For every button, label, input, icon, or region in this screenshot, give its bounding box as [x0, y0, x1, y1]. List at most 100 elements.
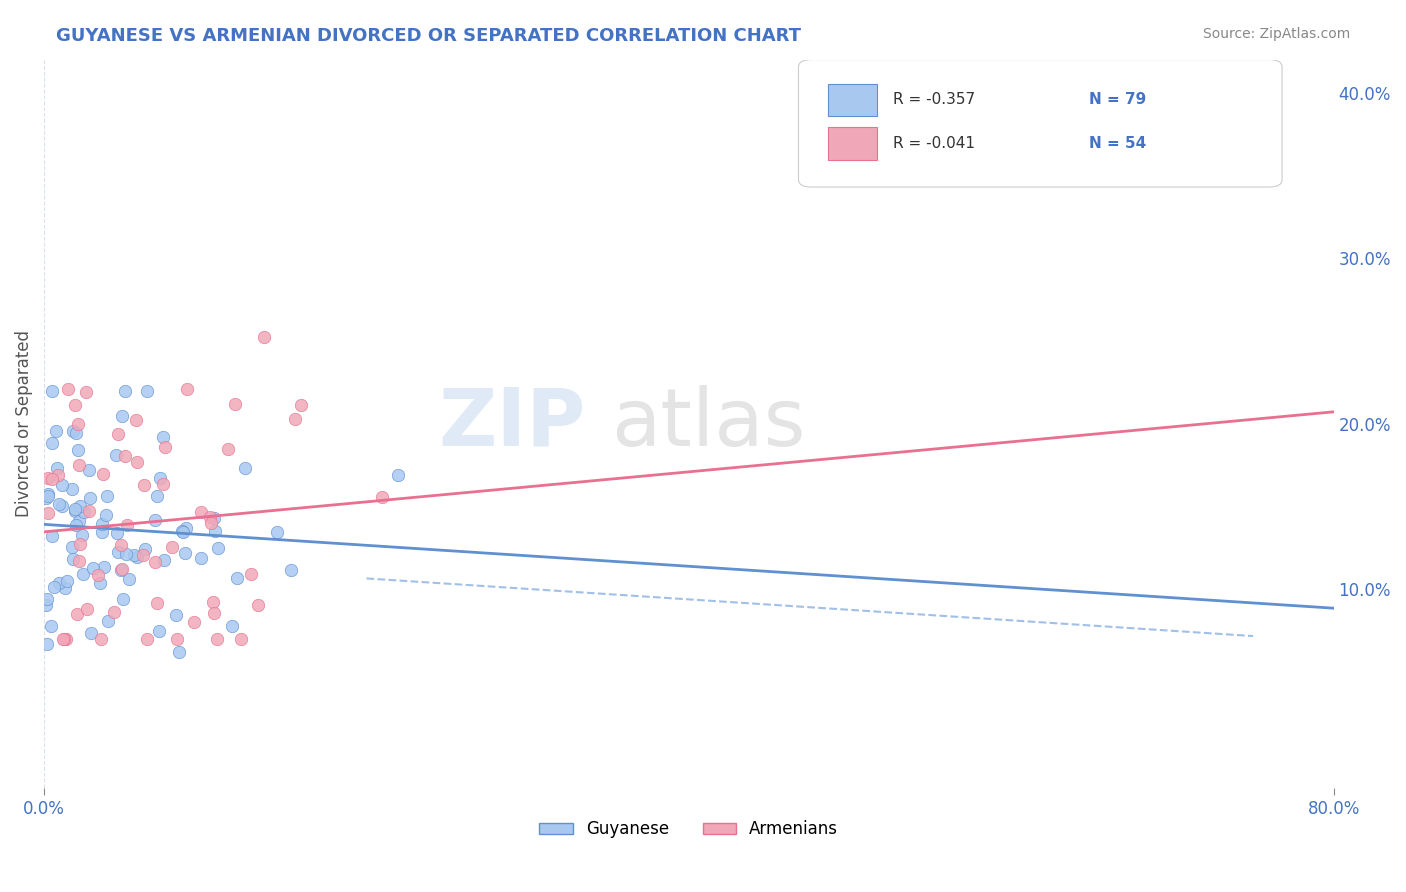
Point	[112, 591, 135, 606]
Legend: Guyanese, Armenians: Guyanese, Armenians	[533, 814, 845, 845]
Text: N = 79: N = 79	[1088, 92, 1146, 107]
Text: ZIP: ZIP	[439, 384, 586, 463]
Point	[221, 618, 243, 632]
Point	[37, 471, 59, 485]
Point	[66, 607, 89, 622]
Point	[217, 442, 239, 456]
Point	[51, 499, 73, 513]
Text: R = -0.357: R = -0.357	[893, 92, 974, 107]
Point	[53, 632, 76, 646]
Point	[76, 602, 98, 616]
Point	[166, 632, 188, 646]
Point	[235, 460, 257, 475]
Point	[94, 508, 117, 523]
Point	[55, 632, 77, 646]
Point	[66, 417, 89, 431]
Point	[115, 517, 138, 532]
Point	[60, 540, 83, 554]
Point	[77, 504, 100, 518]
Point	[48, 497, 70, 511]
Point	[284, 411, 307, 425]
Point	[41, 529, 63, 543]
Point	[90, 632, 112, 646]
Point	[190, 505, 212, 519]
Point	[143, 555, 166, 569]
Point	[165, 608, 187, 623]
Point	[152, 429, 174, 443]
Y-axis label: Divorced or Separated: Divorced or Separated	[15, 330, 32, 517]
Point	[131, 549, 153, 563]
Point	[67, 515, 90, 529]
Point	[110, 538, 132, 552]
Point	[35, 598, 58, 612]
Point	[174, 546, 197, 560]
Point	[63, 504, 86, 518]
Text: GUYANESE VS ARMENIAN DIVORCED OR SEPARATED CORRELATION CHART: GUYANESE VS ARMENIAN DIVORCED OR SEPARAT…	[56, 27, 801, 45]
Point	[224, 397, 246, 411]
Point	[370, 490, 392, 504]
Point	[60, 482, 83, 496]
Point	[149, 471, 172, 485]
Point	[231, 632, 253, 646]
Point	[82, 561, 104, 575]
Point	[42, 580, 65, 594]
Point	[190, 551, 212, 566]
Point	[107, 427, 129, 442]
Point	[39, 619, 62, 633]
Point	[79, 491, 101, 505]
Point	[114, 450, 136, 464]
Point	[105, 448, 128, 462]
Point	[280, 564, 302, 578]
Point	[52, 632, 75, 646]
Point	[145, 513, 167, 527]
Point	[67, 458, 90, 472]
Point	[170, 524, 193, 538]
Point	[107, 525, 129, 540]
Point	[200, 516, 222, 530]
Point	[253, 330, 276, 344]
Point	[172, 524, 194, 539]
Point	[69, 499, 91, 513]
Point	[41, 472, 63, 486]
Point	[45, 424, 67, 438]
Point	[89, 576, 111, 591]
Point	[239, 566, 262, 581]
Point	[35, 491, 58, 506]
Point	[93, 559, 115, 574]
Point	[204, 524, 226, 538]
Point	[41, 384, 63, 398]
Point	[114, 384, 136, 398]
Point	[63, 398, 86, 412]
FancyBboxPatch shape	[799, 60, 1282, 187]
Point	[72, 566, 94, 581]
Point	[65, 517, 87, 532]
Point	[56, 574, 79, 588]
Point	[111, 409, 134, 424]
Point	[136, 384, 159, 398]
Point	[70, 527, 93, 541]
Point	[65, 426, 87, 441]
Point	[207, 541, 229, 556]
Point	[124, 548, 146, 562]
Point	[202, 511, 225, 525]
Point	[107, 545, 129, 559]
Point	[73, 505, 96, 519]
Point	[136, 632, 159, 646]
FancyBboxPatch shape	[828, 128, 877, 160]
Point	[114, 547, 136, 561]
Point	[37, 506, 59, 520]
Point	[46, 460, 69, 475]
Point	[387, 468, 409, 483]
Text: atlas: atlas	[612, 384, 806, 463]
Point	[91, 525, 114, 540]
Point	[247, 599, 270, 613]
Point	[111, 561, 134, 575]
Point	[67, 443, 90, 458]
Point	[153, 552, 176, 566]
Point	[152, 476, 174, 491]
Point	[148, 624, 170, 638]
Point	[290, 398, 312, 412]
Point	[162, 541, 184, 555]
Point	[205, 632, 228, 646]
Point	[75, 385, 97, 400]
